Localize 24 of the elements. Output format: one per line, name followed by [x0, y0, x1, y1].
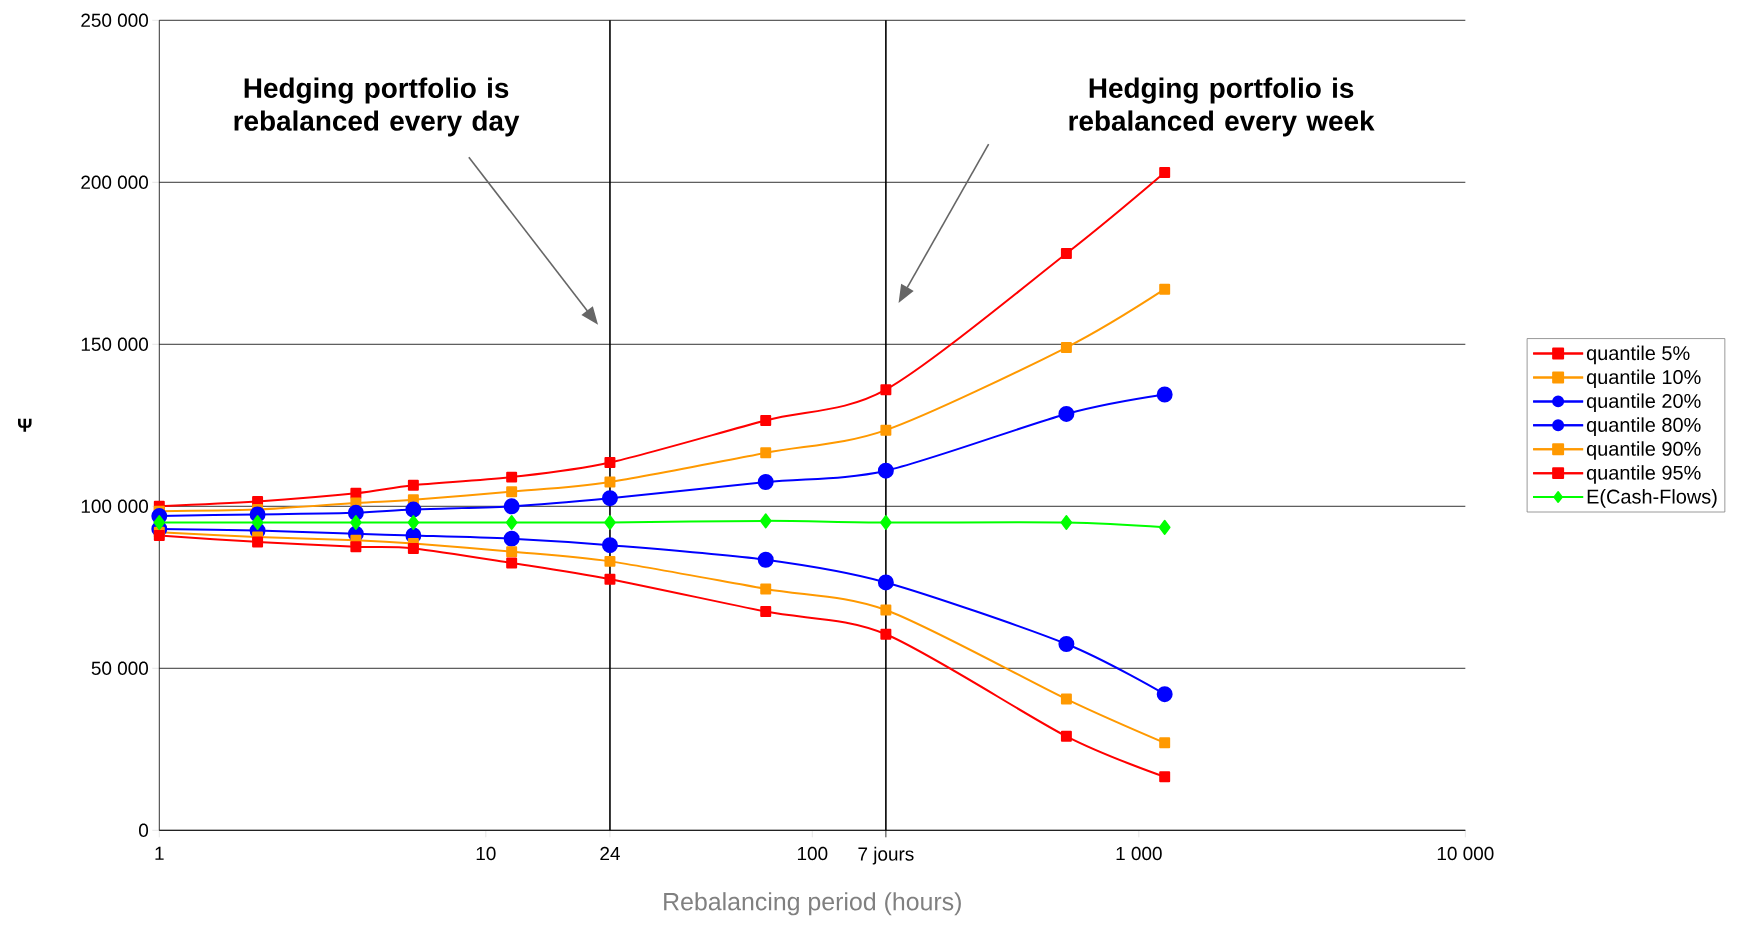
legend-label: quantile 10%	[1586, 369, 1701, 389]
y-tick-label: 250 000	[81, 13, 149, 27]
ref-line-label: 7 jours	[858, 846, 914, 865]
x-tick-label: 100	[797, 846, 828, 861]
y-tick-label: 50 000	[91, 661, 149, 675]
annotation: Hedging portfolio is rebalanced every day	[234, 77, 520, 137]
legend-label: quantile 20%	[1586, 393, 1701, 412]
x-tick-label: 24	[600, 846, 620, 861]
legend-label: quantile 90%	[1586, 441, 1701, 460]
x-tick-label: 1 000	[1116, 846, 1162, 861]
legend-label: quantile 80%	[1586, 417, 1701, 436]
y-axis-title: Ψ	[18, 418, 32, 432]
x-axis-title: Rebalancing period (hours)	[664, 892, 961, 916]
legend-label: E(Cash-Flows)	[1587, 489, 1717, 508]
x-tick-label: 10	[476, 846, 496, 861]
annotation: Hedging portfolio is rebalanced every week	[1069, 77, 1375, 137]
y-tick-label: 150 000	[81, 337, 149, 351]
y-tick-label: 200 000	[81, 175, 149, 189]
legend-label: quantile 5%	[1586, 345, 1690, 365]
y-tick-label: 0	[139, 823, 149, 837]
x-tick-label: 10 000	[1437, 846, 1494, 861]
legend-label: quantile 95%	[1586, 465, 1701, 484]
y-tick-label: 100 000	[81, 499, 149, 513]
x-tick-label: 1	[155, 846, 164, 860]
